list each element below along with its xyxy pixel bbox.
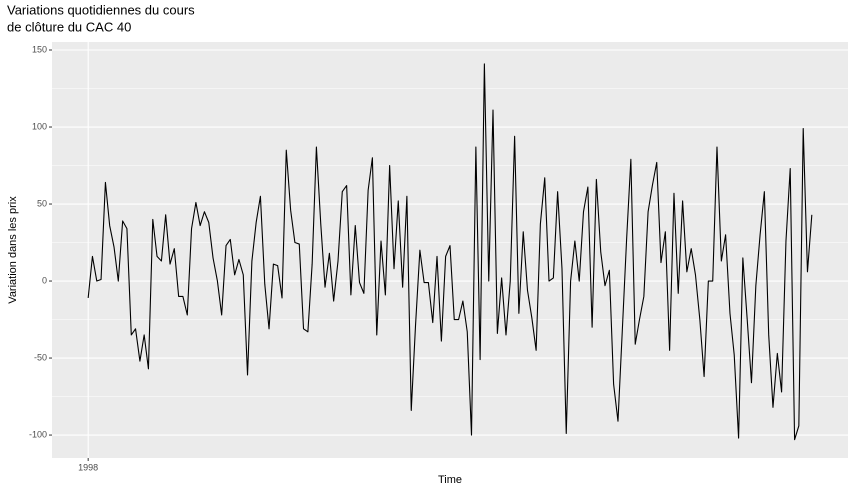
y-tick-label: -100: [29, 429, 47, 439]
y-tick-label: 100: [32, 121, 47, 131]
line: [87, 63, 813, 441]
chart-title: Variations quotidiennes du cours: [7, 2, 195, 17]
y-axis-label: Variation dans les prix: [7, 196, 19, 304]
x-axis-label: Time: [438, 474, 462, 486]
chart-title: de clôture du CAC 40: [7, 19, 131, 34]
y-tick-label: 150: [32, 44, 47, 54]
y-tick-label: 0: [42, 275, 47, 285]
x-tick-label: 1998: [78, 462, 98, 472]
y-tick-label: 50: [37, 198, 47, 208]
y-tick-label: -50: [34, 352, 47, 362]
